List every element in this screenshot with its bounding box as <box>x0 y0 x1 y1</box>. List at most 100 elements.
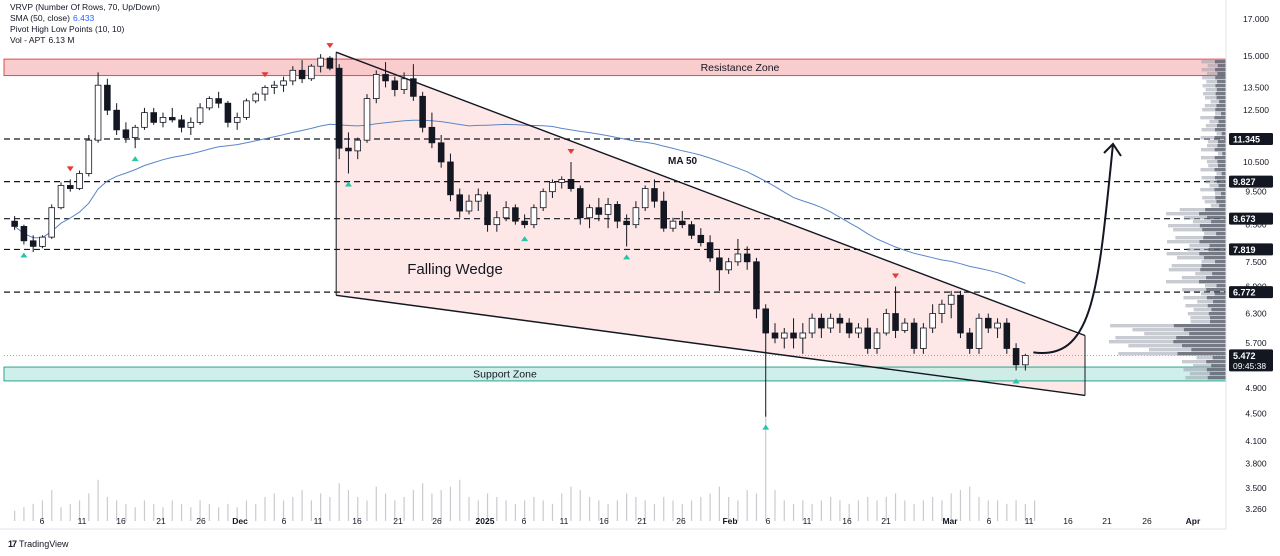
volume-profile-row <box>1183 368 1226 372</box>
volume-bar <box>477 500 479 521</box>
volume-profile-row <box>1217 152 1226 156</box>
candle-up <box>530 207 538 226</box>
volume-profile <box>1108 60 1226 380</box>
legend-volume[interactable]: Vol - APT 6.13 M <box>10 35 75 45</box>
volume-profile-row <box>1200 148 1226 152</box>
volume-bar <box>728 496 730 521</box>
volume-profile-row <box>1207 64 1226 68</box>
volume-profile-row-down <box>1214 136 1226 140</box>
candle-up <box>252 93 260 102</box>
time-axis-tick: 16 <box>599 516 609 526</box>
pivot-low-marker <box>623 254 631 260</box>
time-axis-tick: Feb <box>722 516 737 526</box>
volume-bar <box>496 496 498 521</box>
volume-profile-row-down <box>1215 76 1226 80</box>
candle-up <box>39 236 46 247</box>
volume-bar <box>820 500 822 521</box>
volume-profile-row-down <box>1221 192 1226 196</box>
volume-profile-row-down <box>1216 96 1226 100</box>
volume-bar <box>876 500 878 521</box>
volume-bar <box>561 493 563 521</box>
candle-up <box>363 98 371 141</box>
candle-down <box>716 257 723 271</box>
volume-profile-row-down <box>1214 168 1226 172</box>
time-axis-tick: Apr <box>1186 516 1201 526</box>
candle-down <box>437 142 445 163</box>
candle-up <box>994 322 1001 329</box>
ma50-label: MA 50 <box>668 156 698 167</box>
volume-bar <box>894 493 897 521</box>
volume-profile-row-down <box>1211 220 1226 224</box>
price-badge-bg <box>1229 243 1273 256</box>
time-axis-tick: 21 <box>1102 516 1112 526</box>
candle-up <box>549 182 556 193</box>
volume-bar <box>486 493 489 521</box>
volume-profile-row-down <box>1217 64 1226 68</box>
legend-pivot[interactable]: Pivot High Low Points (10, 10) <box>10 24 125 34</box>
volume-profile-row-down <box>1200 268 1226 272</box>
volume-bar <box>830 496 832 521</box>
volume-profile-row <box>1166 240 1226 244</box>
time-axis-tick: 21 <box>393 516 403 526</box>
volume-bar <box>459 479 461 521</box>
volume-profile-row-down <box>1183 328 1226 332</box>
time-axis-tick: 26 <box>1142 516 1152 526</box>
legend-sma[interactable]: SMA (50, close) 6.433 <box>10 13 95 23</box>
volume-profile-row <box>1205 284 1226 288</box>
candle-down <box>957 294 964 334</box>
candle-up <box>159 117 167 123</box>
level-price-badge: 11.345 <box>1229 132 1273 145</box>
volume-profile-row <box>1202 76 1226 80</box>
candle-down <box>892 313 899 331</box>
volume-profile-row-down <box>1208 312 1226 316</box>
volume-bar <box>635 496 637 521</box>
volume-profile-row-down <box>1214 292 1226 296</box>
volume-profile-row-down <box>1213 300 1226 304</box>
volume-profile-row-down <box>1219 100 1226 104</box>
candle-down <box>521 220 528 226</box>
volume-profile-row-down <box>1201 264 1226 268</box>
pattern-label: Falling Wedge <box>407 261 503 278</box>
pivot-high-marker <box>892 273 900 279</box>
candle-up <box>669 220 677 229</box>
price-axis-tick: 7.500 <box>1245 257 1267 267</box>
legend-vrvp[interactable]: VRVP (Number Of Rows, 70, Up/Down) <box>10 2 160 12</box>
time-axis-tick: 21 <box>637 516 647 526</box>
candle-down <box>697 234 705 244</box>
volume-bar <box>245 500 248 521</box>
price-axis-tick: 4.100 <box>1245 436 1267 446</box>
candle-up <box>975 317 983 349</box>
volume-profile-row <box>1200 188 1226 192</box>
volume-profile-row-down <box>1206 368 1226 372</box>
volume-bar <box>88 493 90 521</box>
volume-profile-row-down <box>1207 216 1226 220</box>
candle-up <box>280 80 287 86</box>
volume-bar <box>375 486 377 521</box>
volume-profile-row <box>1166 252 1226 256</box>
time-axis-tick: 11 <box>1025 516 1034 526</box>
candle-down <box>651 188 658 202</box>
volume-bar <box>653 503 656 521</box>
candle-down <box>576 188 584 219</box>
volume-bar <box>551 503 554 521</box>
candle-up <box>725 261 732 271</box>
candle-down <box>836 317 844 324</box>
candle-up <box>901 322 909 331</box>
volume-bar <box>366 500 368 521</box>
volume-profile-row-down <box>1210 316 1226 320</box>
candle-down <box>678 220 686 226</box>
volume-profile-row-down <box>1176 336 1226 340</box>
candle-up <box>289 69 297 82</box>
volume-bar <box>663 496 665 521</box>
volume-profile-row-down <box>1217 144 1226 148</box>
tradingview-brand[interactable]: 17 TradingView <box>8 539 69 549</box>
volume-bar <box>783 500 785 521</box>
volume-profile-row <box>1182 288 1226 292</box>
volume-profile-row <box>1209 120 1226 124</box>
candle-down <box>864 327 872 349</box>
volume-profile-row <box>1196 356 1226 360</box>
volume-bar <box>431 493 433 521</box>
volume-profile-row-down <box>1173 324 1226 328</box>
volume-profile-row-down <box>1216 88 1226 92</box>
